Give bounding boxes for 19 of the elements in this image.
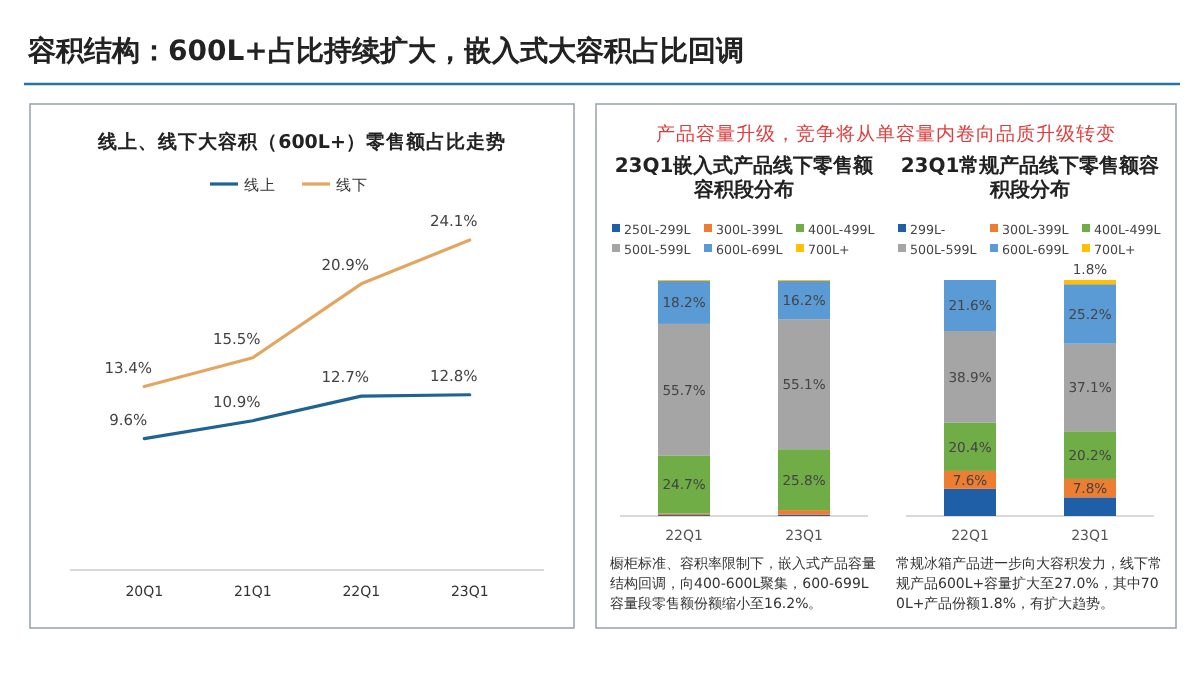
bar [1064, 497, 1116, 516]
chart-title: 线上、线下大容积（600L+）零售额占比走势 [96, 130, 506, 154]
bar [658, 323, 710, 456]
bar [944, 488, 996, 516]
chart-title: 23Q1嵌入式产品线下零售额容积段分布 [614, 154, 876, 202]
bar [778, 319, 830, 450]
bar [778, 449, 830, 511]
bar [1064, 343, 1116, 432]
bar [944, 280, 996, 331]
chart-title: 23Q1常规产品线下零售额容积段分布 [900, 154, 1160, 202]
bar [944, 422, 996, 471]
text: 产品容量升级，竞争将从单容量内卷向品质升级转变 [656, 122, 1116, 146]
bar [658, 280, 710, 324]
bar [944, 330, 996, 423]
bar [658, 455, 710, 514]
bar [778, 280, 830, 320]
bar [1064, 284, 1116, 344]
text: 容积结构：600L+占比持续扩大，嵌入式大容积占比回调 [26, 34, 744, 68]
bar [1064, 431, 1116, 479]
